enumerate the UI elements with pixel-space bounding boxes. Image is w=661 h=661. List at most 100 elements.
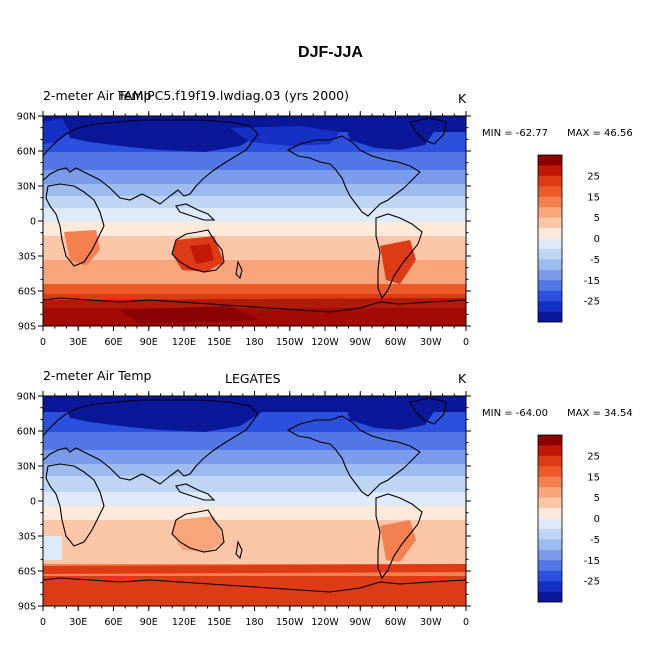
p1-lon-label: 150E	[207, 337, 231, 348]
p1-colorbar-label: -5	[590, 255, 600, 266]
p2-colorbar-swatch	[538, 487, 562, 498]
p2-colorbar-label: -25	[584, 577, 600, 588]
p1-colorbar-label: 15	[587, 192, 600, 203]
colorbars-group: 25 15 5 0 -5 -15 -25 25 15 5 0 -5 -15 -25	[537, 154, 600, 603]
p2-band-n3	[43, 476, 466, 492]
panel2-min-value: MIN = -64.00	[482, 408, 549, 419]
p2-lat-label: 0	[30, 497, 36, 508]
p1-lat-label: 60N	[17, 147, 36, 158]
p2-colorbar-swatch	[538, 591, 562, 603]
p2-band-n2	[43, 464, 466, 476]
p2-lat-label: 30N	[17, 462, 36, 473]
p1-colorbar-swatch	[538, 259, 562, 271]
p2-colorbar-swatch	[538, 528, 562, 540]
panel2-map	[42, 395, 467, 607]
p1-lat-label: 30S	[18, 252, 36, 263]
p2-new-zealand-coast	[235, 540, 243, 560]
p2-colorbar-swatch	[538, 466, 562, 478]
p2-lon-label: 0	[463, 617, 469, 628]
p2-colorbar-swatch	[538, 570, 562, 582]
p1-lon-label: 30E	[69, 337, 87, 348]
p1-colorbar-swatch	[538, 301, 562, 312]
p1-lat-label: 0	[30, 217, 36, 228]
p1-colorbar-swatch	[538, 186, 562, 198]
p1-lon-label: 30W	[420, 337, 442, 348]
p2-lon-label: 90E	[140, 617, 158, 628]
p2-lat-label: 90S	[18, 602, 36, 613]
p2-band-equator	[43, 492, 466, 506]
page-title: DJF-JJA	[298, 44, 363, 61]
p2-siberia-cold	[62, 398, 262, 432]
p1-band-s4	[43, 284, 466, 294]
p1-colorbar-swatch	[538, 175, 562, 187]
p2-colorbar-swatch	[538, 560, 562, 571]
p2-eurasia-coast	[43, 399, 259, 485]
p1-band-n1	[43, 170, 466, 184]
p2-colorbar-swatch	[538, 508, 562, 519]
p2-missing-patch	[43, 536, 62, 560]
p1-lat-label: 30N	[17, 182, 36, 193]
p2-lon-label: 120E	[172, 617, 196, 628]
p1-colorbar-swatch	[538, 238, 562, 250]
p1-lon-label: 0	[40, 337, 46, 348]
p1-colorbar-swatch	[538, 207, 562, 218]
p2-south-america-coast	[375, 493, 423, 580]
p2-band-mid-north	[43, 432, 466, 450]
p1-colorbar-swatch	[538, 228, 562, 239]
p2-lon-label: 90W	[350, 617, 372, 628]
panel1-min-value: MIN = -62.77	[482, 128, 549, 139]
p1-indonesia-coast	[175, 203, 216, 221]
p2-colorbar-label: 25	[587, 451, 600, 462]
p2-colorbar-frame	[537, 434, 563, 603]
p2-colorbar-swatch	[538, 539, 562, 551]
p1-africa-coast	[45, 183, 105, 267]
p2-lon-label: 150E	[207, 617, 231, 628]
axes-group: 90N 60N 30N 0 30S 60S 90S 0 30E 60E 90E 120E 150E 180…	[17, 111, 471, 628]
p2-lat-label: 60N	[17, 427, 36, 438]
p2-australia-coast	[171, 509, 225, 553]
p2-colorbar-label: -15	[584, 556, 600, 567]
p1-band-equator	[43, 208, 466, 222]
p1-colorbar-swatch	[538, 290, 562, 302]
p2-colorbar-swatch	[538, 549, 562, 561]
p1-siberia-cold	[62, 118, 262, 152]
p2-north-america-coast	[286, 415, 421, 497]
p1-lon-label: 90W	[350, 337, 372, 348]
p1-north-america-coast	[286, 135, 421, 217]
p2-lon-label: 120W	[311, 617, 339, 628]
p2-band-s1	[43, 506, 466, 520]
p1-antarctic-core	[120, 306, 260, 324]
panel2-variable-label: 2-meter Air Temp	[43, 368, 152, 383]
p1-south-america-coast	[375, 213, 423, 300]
panel1-max-value: MAX = 46.56	[567, 128, 633, 139]
p2-colorbar-swatch	[538, 497, 562, 509]
p1-greenland-coast	[409, 117, 447, 145]
p2-lat-label: 30S	[18, 532, 36, 543]
p1-lon-label: 0	[463, 337, 469, 348]
p2-colorbar-swatch	[538, 435, 562, 446]
p1-colorbar-swatch	[538, 248, 562, 260]
p2-coastlines	[43, 397, 466, 593]
p2-colorbar-label: 15	[587, 472, 600, 483]
p1-lon-label: 120E	[172, 337, 196, 348]
p2-africa-coast	[45, 463, 105, 547]
p1-band-s1	[43, 222, 466, 236]
p1-lon-label: 60W	[385, 337, 407, 348]
p2-south-america	[380, 520, 416, 562]
p2-lat-label: 90N	[17, 392, 36, 403]
panel1-variable-label: 2-meter Air Temp	[43, 88, 152, 103]
p2-colorbar-label: -5	[590, 535, 600, 546]
panel1-units-label: K	[458, 91, 467, 106]
p1-africa-south	[64, 230, 100, 266]
p1-south-america	[380, 240, 416, 284]
p2-southern-ocean	[43, 564, 466, 574]
panel1-map	[42, 115, 467, 327]
p1-colorbar-label: 0	[594, 234, 600, 245]
p2-colorbar-swatch	[538, 455, 562, 467]
p1-lon-label: 90E	[140, 337, 158, 348]
panel2-case-label: LEGATES	[225, 371, 281, 386]
p1-australia-core	[190, 244, 214, 264]
p1-colorbar-swatch	[538, 196, 562, 208]
p1-antarctica-coast	[43, 297, 466, 313]
